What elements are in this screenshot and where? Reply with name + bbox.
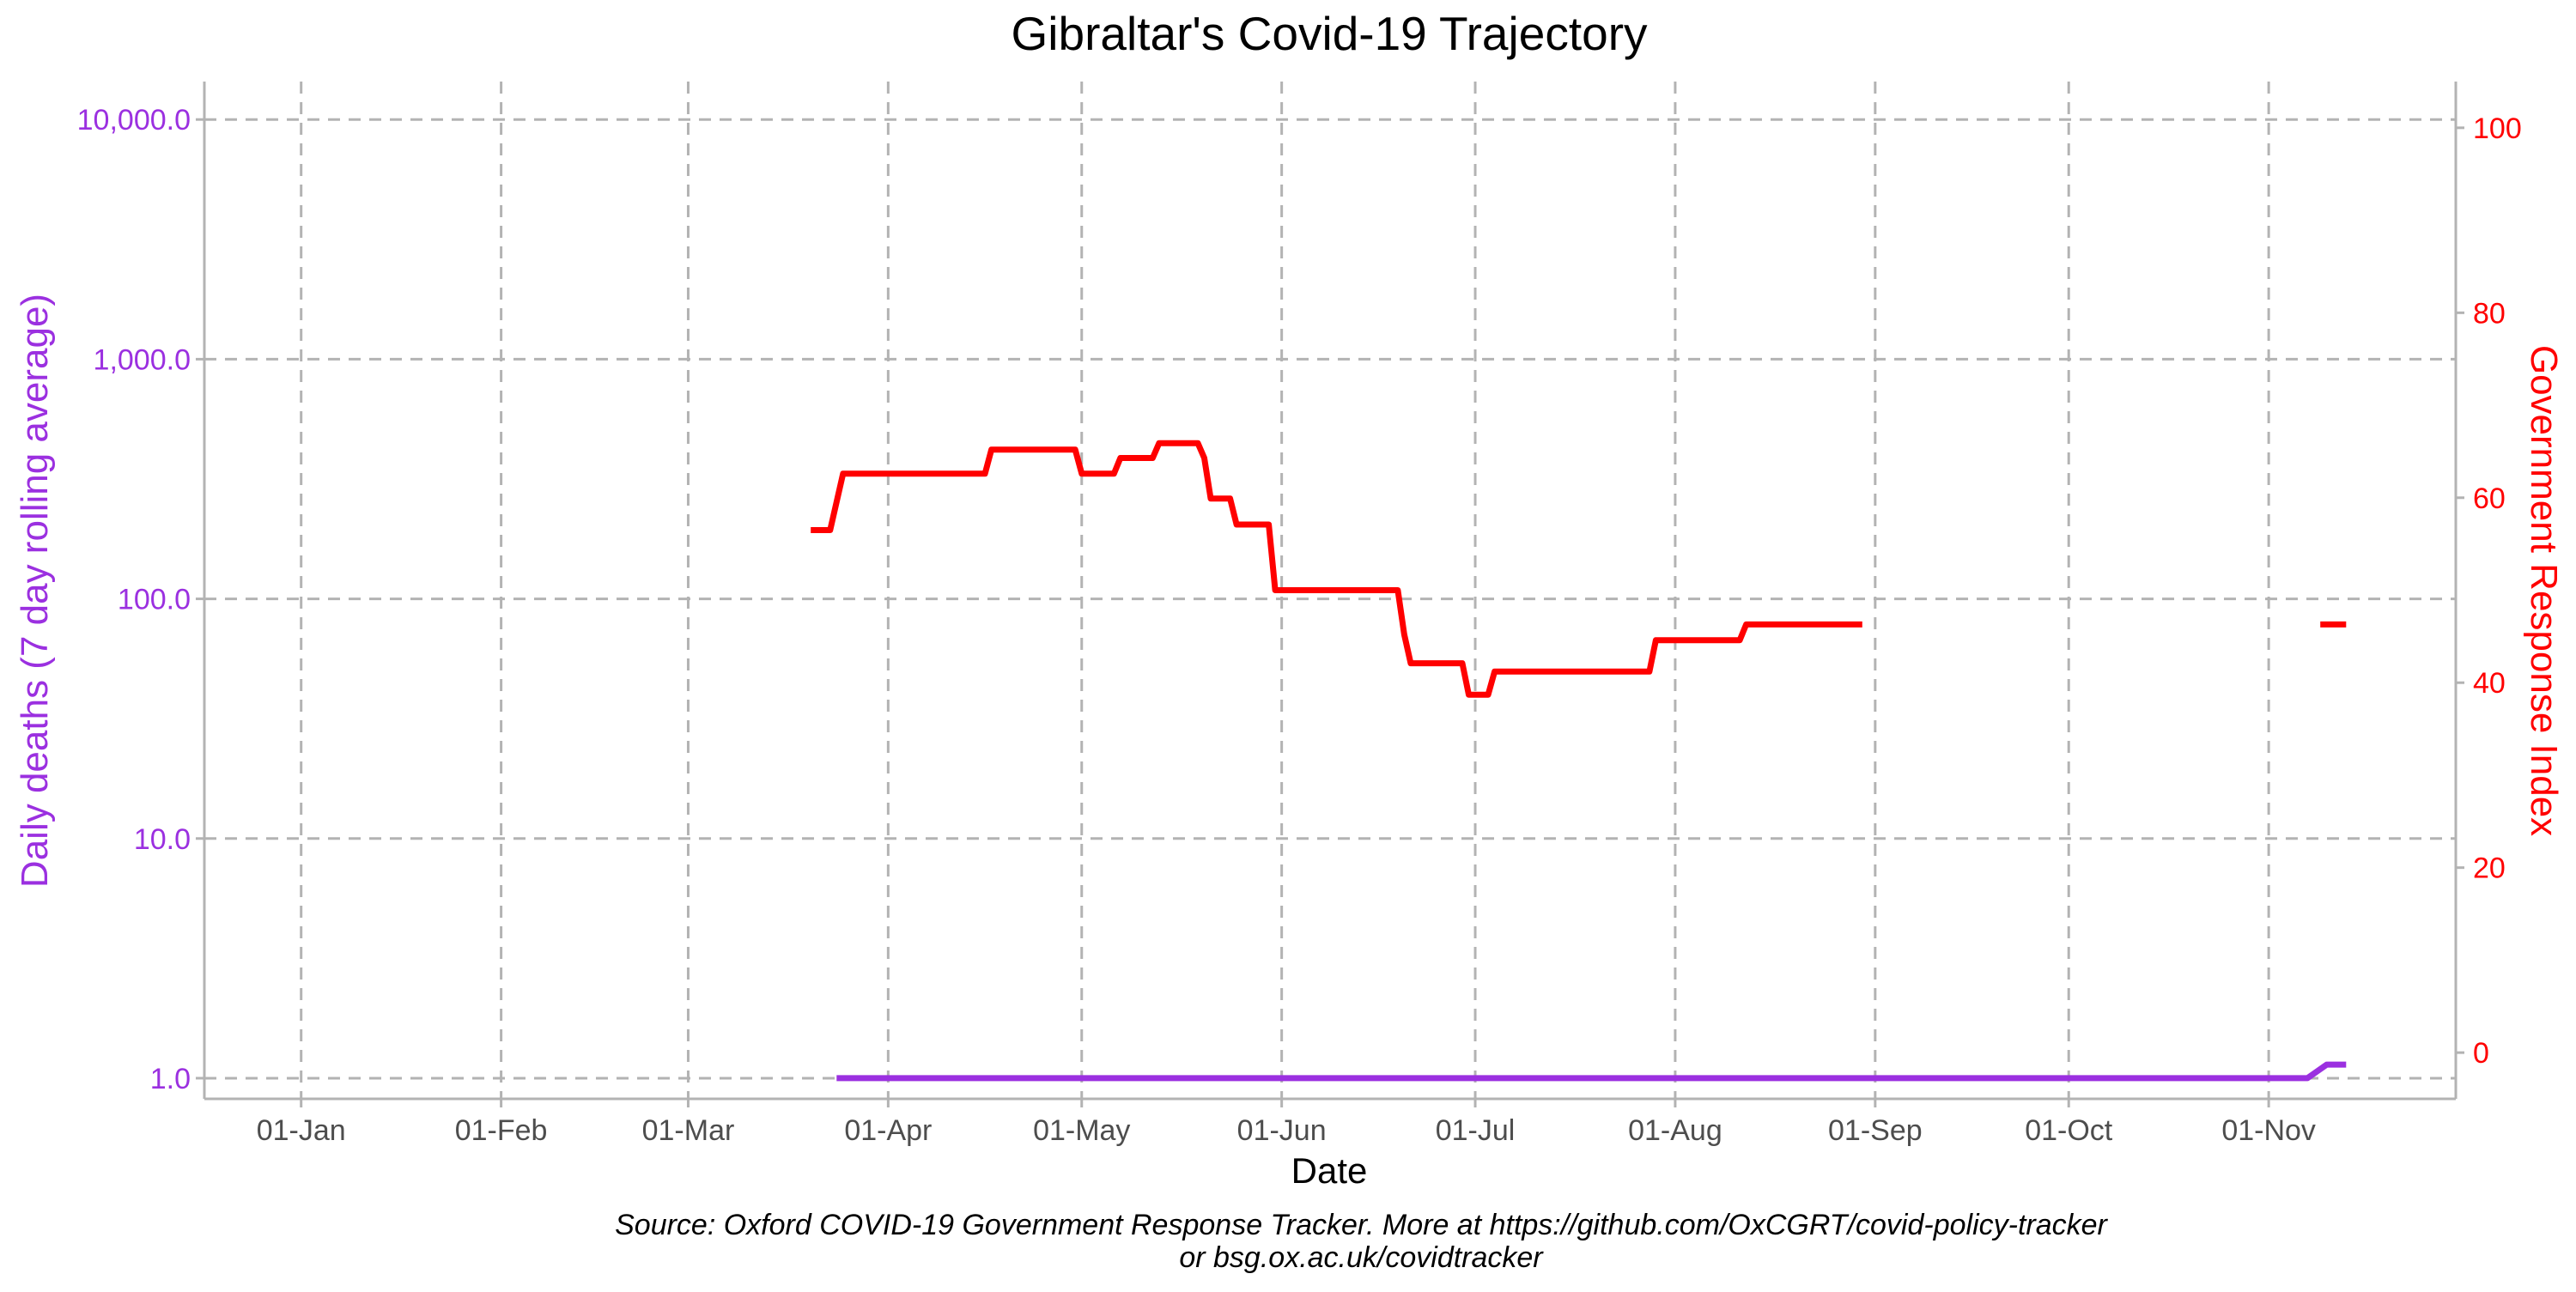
grid-layer <box>204 82 2456 1099</box>
y-left-tick-label: 1,000.0 <box>94 343 191 376</box>
y-right-tick-label: 80 <box>2473 297 2506 330</box>
source-caption-line-1: Source: Oxford COVID-19 Government Respo… <box>615 1209 2108 1241</box>
ticks-layer: 1.0 10.0 100.0 1,000.0 10,000.0 0 20 40 60 80 100 0… <box>77 104 2522 1147</box>
y-left-tick-label: 1.0 <box>150 1063 191 1095</box>
y-right-tick-label: 40 <box>2473 667 2506 700</box>
y-right-tick-label: 60 <box>2473 482 2506 515</box>
y-axis-left-label: Daily deaths (7 day rolling average) <box>14 294 56 888</box>
x-tick-label: 01-Aug <box>1628 1114 1722 1147</box>
x-tick-label: 01-Apr <box>844 1114 932 1147</box>
axes-layer <box>196 82 2464 1107</box>
x-axis-label: Date <box>1291 1150 1368 1191</box>
x-tick-label: 01-Jul <box>1436 1114 1516 1147</box>
chart-title: Gibraltar's Covid-19 Trajectory <box>1011 7 1648 60</box>
y-axis-right-label: Government Response Index <box>2523 345 2565 836</box>
source-caption-line-2: or bsg.ox.ac.uk/covidtracker <box>1179 1241 1544 1274</box>
deaths-series-line-segment-0 <box>836 1061 2347 1082</box>
x-tick-label: 01-Nov <box>2221 1114 2316 1147</box>
x-tick-label: 01-Jan <box>257 1114 346 1147</box>
x-tick-label: 01-Sep <box>1828 1114 1923 1147</box>
y-right-tick-label: 20 <box>2473 852 2506 885</box>
x-tick-label: 01-Feb <box>455 1114 548 1147</box>
y-left-tick-label: 100.0 <box>118 584 191 616</box>
x-tick-label: 01-Mar <box>642 1114 735 1147</box>
response-index-series-line-segment-0 <box>811 440 1862 698</box>
series-layer <box>811 440 2347 1082</box>
y-right-tick-label: 100 <box>2473 112 2522 145</box>
x-tick-label: 01-May <box>1033 1114 1130 1147</box>
y-left-tick-label: 10,000.0 <box>77 104 191 136</box>
x-tick-label: 01-Oct <box>2025 1114 2113 1147</box>
y-right-tick-label: 0 <box>2473 1037 2489 1070</box>
y-left-tick-label: 10.0 <box>134 823 191 856</box>
x-tick-label: 01-Jun <box>1237 1114 1327 1147</box>
